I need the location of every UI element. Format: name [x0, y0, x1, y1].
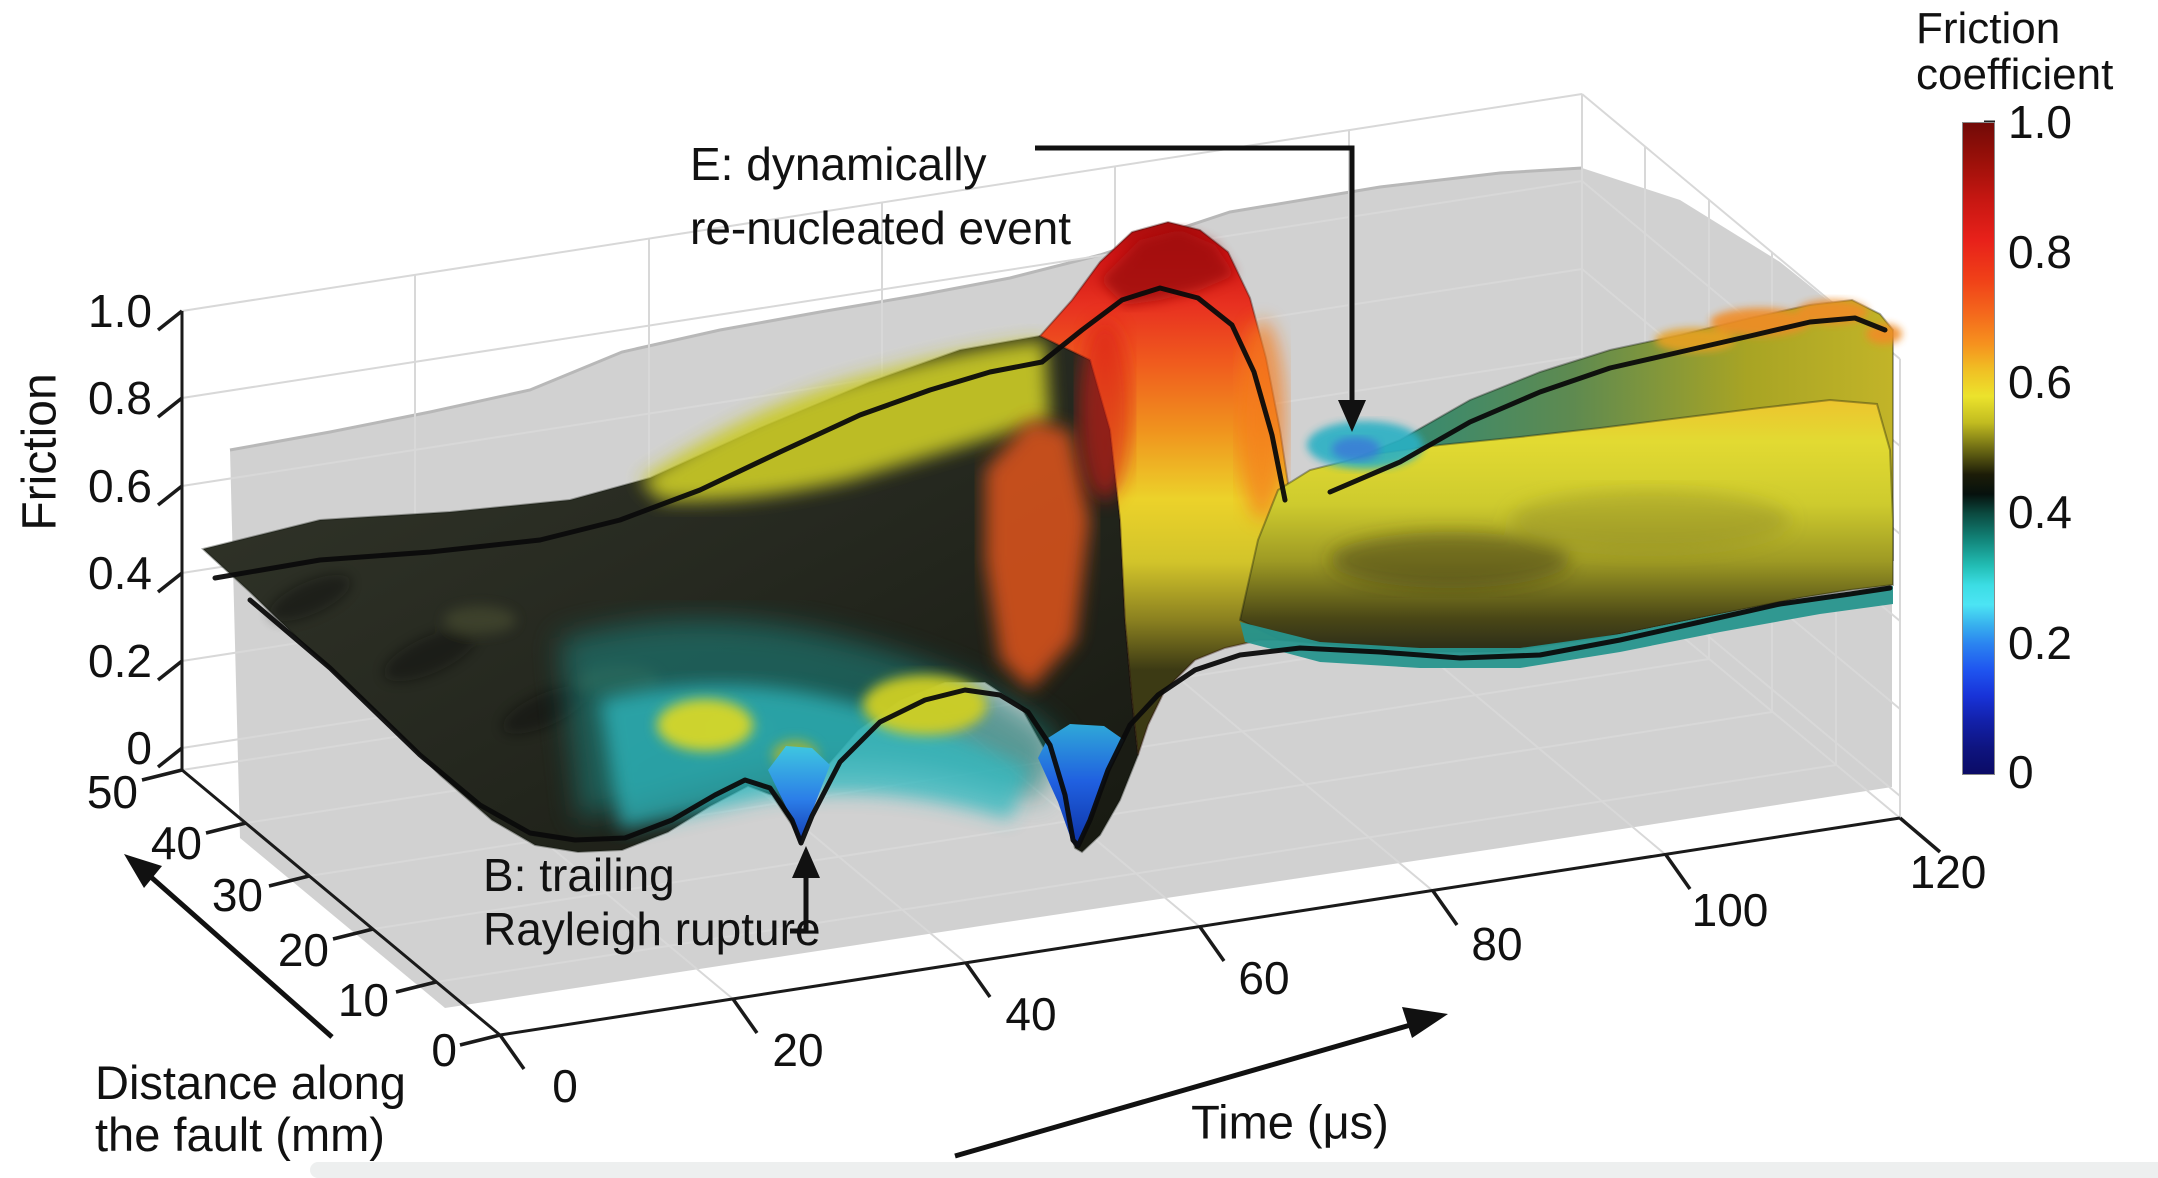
contour-peak: [1039, 285, 1288, 503]
time-tick-20: 20: [772, 1023, 824, 1076]
distance-axis-title-line2: the fault (mm): [95, 1108, 385, 1161]
annotation-b-arrow: [790, 846, 820, 934]
bottom-edge-bar: [310, 1162, 2158, 1178]
z-tick-0.8: 0.8: [88, 371, 152, 424]
dist-tick-10: 10: [337, 973, 389, 1026]
annotation-e-line1: E: dynamically: [690, 138, 987, 190]
dist-tick-0: 0: [431, 1023, 457, 1076]
dist-tick-40: 40: [150, 816, 202, 869]
surface-dip-2: [1038, 724, 1124, 848]
annotation-b-line1: B: trailing: [483, 849, 675, 901]
colorbar-tick-0.6: 0.6: [2008, 355, 2072, 408]
z-tick-0.6: 0.6: [88, 459, 152, 512]
dist-tick-20: 20: [277, 923, 329, 976]
colorbar-tick-0.2: 0.2: [2008, 616, 2072, 669]
time-tick-40: 40: [1005, 987, 1057, 1040]
surface-leading-rupture-streak: [985, 420, 1090, 690]
contour-lines: [212, 285, 1893, 849]
dist-tick-30: 30: [211, 868, 263, 921]
z-tick-0: 0: [126, 721, 152, 774]
axis-tick-marks: [141, 309, 1942, 1071]
right-sheet-shading: [1330, 490, 1790, 588]
contour-front: [247, 585, 1893, 849]
peak-shading: [1079, 230, 1286, 520]
time-tick-120: 120: [1909, 845, 1987, 898]
surface-e-dip: [1307, 421, 1423, 469]
distance-axis-arrow: [124, 854, 334, 1039]
contour-back-left: [212, 359, 1045, 581]
time-tick-0: 0: [552, 1059, 578, 1112]
colorbar-title-line1: Friction: [1916, 4, 2061, 53]
time-tick-60: 60: [1238, 951, 1290, 1004]
contour-back-right: [1327, 315, 1888, 495]
time-tick-100: 100: [1691, 883, 1769, 936]
time-tick-80: 80: [1471, 917, 1523, 970]
annotation-e-arrow: [1035, 145, 1366, 432]
colorbar-tick-1.0: 1.0: [2008, 95, 2072, 148]
colorbar: [1962, 122, 1995, 775]
colorbar-tick-0.4: 0.4: [2008, 485, 2072, 538]
colorbar-title-line2: coefficient: [1916, 50, 2114, 99]
colorbar-tick-0: 0: [2008, 745, 2034, 798]
time-axis-arrow: [954, 1007, 1448, 1159]
friction-surface: [200, 220, 1902, 854]
z-tick-0.2: 0.2: [88, 634, 152, 687]
time-axis-title: Time (μs): [1191, 1095, 1389, 1149]
distance-axis-line: [181, 768, 501, 1037]
distance-axis-title-line1: Distance along: [95, 1056, 406, 1109]
colorbar-tick-0.8: 0.8: [2008, 225, 2072, 278]
surface-dip-b: [768, 746, 830, 843]
annotation-b-line2: Rayleigh rupture: [483, 903, 821, 955]
z-tick-1.0: 1.0: [88, 284, 152, 337]
z-tick-0.4: 0.4: [88, 546, 152, 599]
dist-tick-50: 50: [86, 765, 138, 818]
surface-front-teal-strip: [1240, 586, 1893, 668]
annotation-e-line2: re-nucleated event: [690, 202, 1072, 254]
